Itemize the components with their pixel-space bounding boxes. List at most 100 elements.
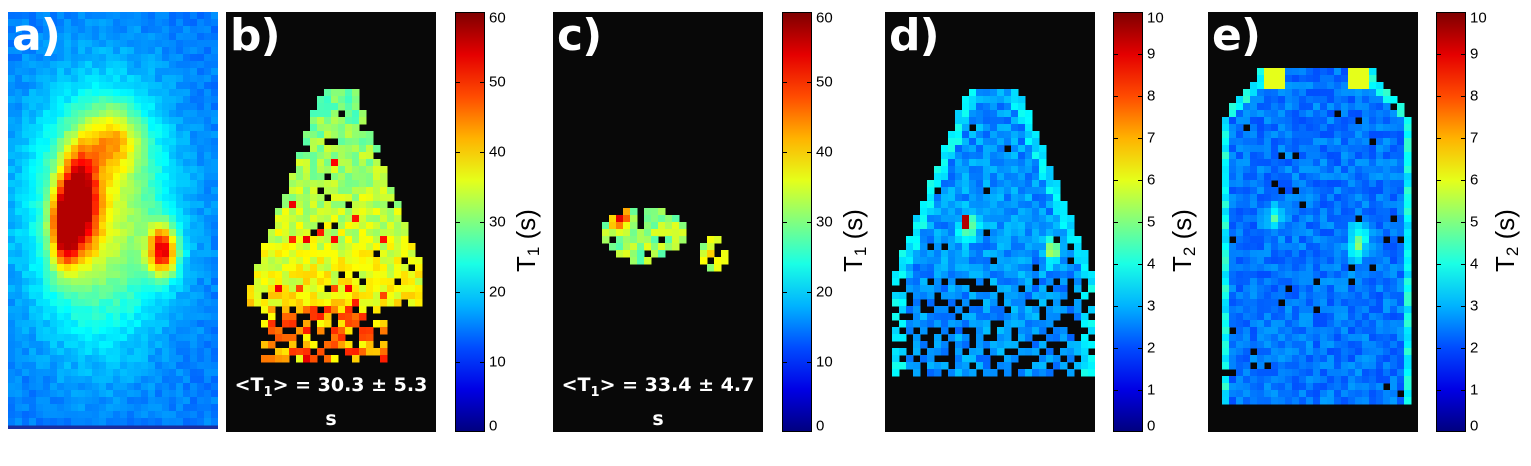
pixel — [1369, 243, 1377, 251]
pixel — [211, 285, 218, 293]
pixel — [1348, 180, 1356, 188]
pixel — [190, 124, 198, 132]
pixel — [85, 145, 93, 153]
pixel — [1334, 222, 1342, 230]
pixel — [920, 327, 928, 335]
pixel — [127, 355, 135, 363]
pixel — [1313, 397, 1321, 405]
pixel — [714, 257, 722, 265]
pixel — [345, 96, 353, 104]
pixel — [637, 243, 645, 251]
pixel — [169, 75, 177, 83]
pixel — [324, 124, 332, 132]
pixel — [211, 159, 218, 167]
pixel — [211, 103, 218, 111]
pixel — [1032, 138, 1040, 146]
pixel — [1278, 341, 1286, 349]
pixel — [941, 159, 949, 167]
pixel — [1404, 327, 1412, 335]
pixel — [1397, 278, 1405, 286]
pixel — [1025, 194, 1033, 202]
colorbar-tick — [480, 292, 485, 293]
pixel — [1306, 257, 1314, 265]
pixel — [1348, 348, 1356, 356]
pixel — [141, 341, 149, 349]
pixel — [934, 236, 942, 244]
pixel — [92, 229, 100, 237]
colorbar-tick — [480, 12, 485, 13]
pixel — [78, 131, 86, 139]
panel-b-mean-t1: <T1> = 30.3 ± 5.3 s — [234, 374, 428, 430]
pixel — [99, 19, 107, 27]
pixel — [169, 257, 177, 265]
pixel — [1341, 187, 1349, 195]
pixel — [113, 187, 121, 195]
pixel — [1334, 229, 1342, 237]
pixel — [282, 334, 290, 342]
pixel — [289, 271, 297, 279]
pixel — [169, 292, 177, 300]
pixel — [50, 341, 58, 349]
pixel — [331, 117, 339, 125]
pixel — [1229, 334, 1237, 342]
pixel — [997, 348, 1005, 356]
pixel — [1404, 250, 1412, 258]
pixel — [176, 19, 184, 27]
pixel — [1229, 131, 1237, 139]
pixel — [1278, 236, 1286, 244]
pixel — [1018, 271, 1026, 279]
pixel — [43, 96, 51, 104]
pixel — [15, 33, 23, 41]
pixel — [623, 222, 631, 230]
pixel — [1229, 229, 1237, 237]
pixel — [1390, 138, 1398, 146]
pixel — [1271, 278, 1279, 286]
pixel — [1341, 320, 1349, 328]
pixel — [310, 250, 318, 258]
pixel — [1053, 292, 1061, 300]
pixel — [345, 180, 353, 188]
pixel — [1404, 264, 1412, 272]
pixel — [183, 82, 191, 90]
pixel — [282, 194, 290, 202]
pixel — [983, 173, 991, 181]
pixel — [920, 208, 928, 216]
pixel — [71, 404, 79, 412]
pixel — [983, 292, 991, 300]
pixel — [955, 194, 963, 202]
pixel — [211, 383, 218, 391]
pixel — [1236, 299, 1244, 307]
pixel — [268, 257, 276, 265]
pixel — [99, 96, 107, 104]
pixel — [1222, 292, 1230, 300]
pixel — [948, 369, 956, 377]
pixel — [934, 180, 942, 188]
pixel — [183, 187, 191, 195]
pixel — [183, 215, 191, 223]
pixel — [155, 103, 163, 111]
pixel — [1369, 362, 1377, 370]
pixel — [1306, 355, 1314, 363]
pixel — [99, 12, 107, 20]
pixel — [148, 383, 156, 391]
pixel — [78, 383, 86, 391]
pixel — [1236, 201, 1244, 209]
pixel — [1341, 117, 1349, 125]
pixel — [113, 61, 121, 69]
pixel — [29, 103, 37, 111]
pixel — [331, 355, 339, 363]
panel-e-label: e) — [1212, 10, 1261, 61]
pixel — [120, 117, 128, 125]
pixel — [296, 208, 304, 216]
pixel — [50, 236, 58, 244]
pixel — [352, 313, 360, 321]
pixel — [976, 222, 984, 230]
pixel — [71, 341, 79, 349]
colorbar-tick-label: 6 — [1470, 171, 1479, 189]
pixel — [1341, 264, 1349, 272]
pixel — [15, 341, 23, 349]
pixel — [1011, 187, 1019, 195]
pixel — [899, 320, 907, 328]
colorbar-tick — [455, 82, 460, 83]
pixel — [64, 362, 72, 370]
